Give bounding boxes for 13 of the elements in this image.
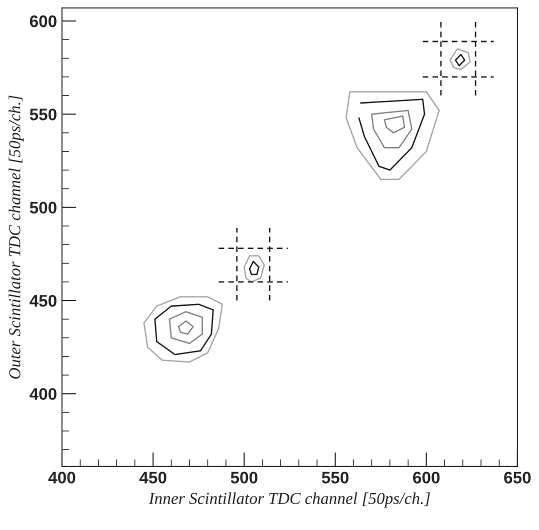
x-tick-label: 550 — [322, 472, 348, 484]
y-tick-label: 550 — [30, 108, 56, 120]
y-tick-label: 500 — [30, 202, 56, 214]
y-tick-label: 450 — [30, 294, 56, 307]
y-axis-title: Outer Scintillator TDC channel [50ps/ch.] — [8, 96, 24, 379]
x-tick-label: 600 — [413, 472, 440, 484]
y-tick-label: 600 — [30, 15, 56, 28]
x-tick-label: 650 — [504, 472, 531, 484]
x-axis-title: Inner Scintillator TDC channel [50ps/ch.] — [148, 492, 430, 508]
y-tick-label: 400 — [30, 388, 56, 400]
x-tick-label: 400 — [48, 472, 76, 484]
x-tick-label: 450 — [139, 472, 166, 484]
x-tick-label: 500 — [230, 472, 258, 484]
